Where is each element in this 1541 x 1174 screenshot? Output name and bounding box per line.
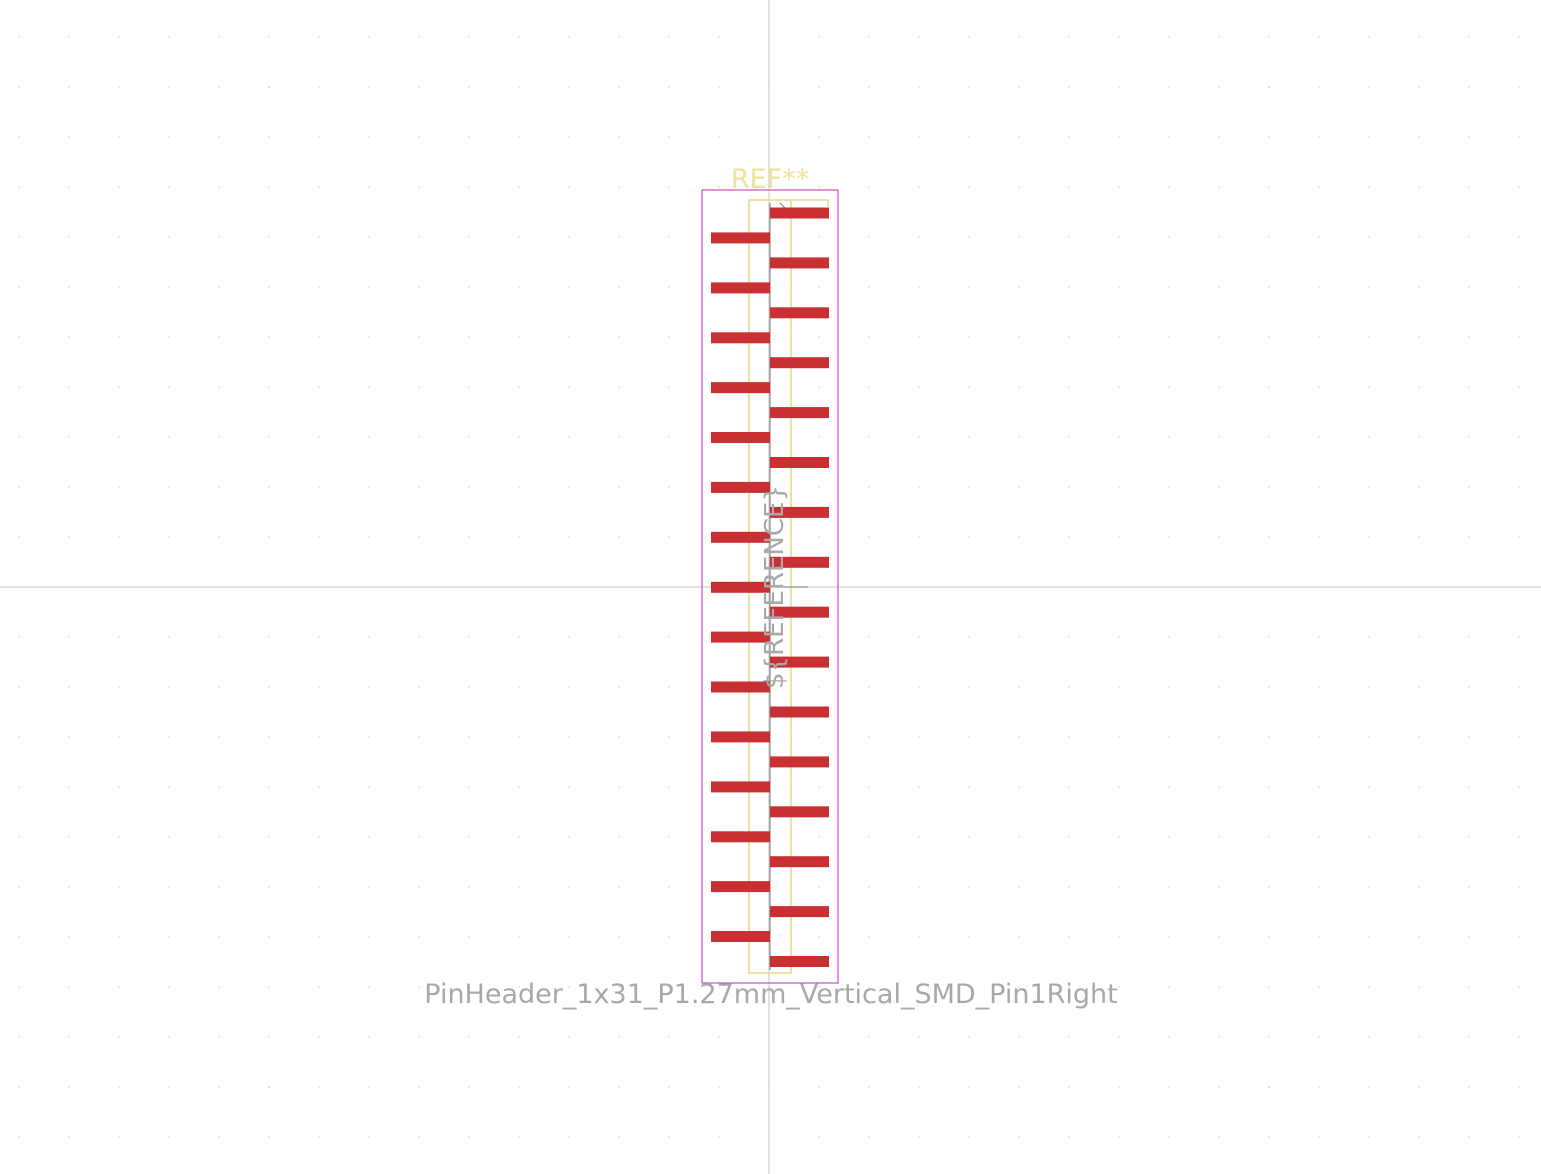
pad-8[interactable] [711, 382, 770, 394]
pad-31[interactable] [770, 956, 829, 967]
pad-28[interactable] [711, 881, 770, 893]
pad-3[interactable] [770, 257, 829, 269]
pad-24[interactable] [711, 781, 770, 793]
pad-12[interactable] [711, 481, 770, 493]
silkscreen-outline [748, 199, 792, 974]
silkscreen-pin1-marker [791, 199, 829, 206]
pad-15[interactable] [770, 556, 829, 568]
pad-25[interactable] [770, 806, 829, 818]
reference-silk-label[interactable]: REF** [731, 164, 809, 195]
pad-4[interactable] [711, 282, 770, 294]
pad-7[interactable] [770, 357, 829, 369]
pad-18[interactable] [711, 631, 770, 643]
pad-30[interactable] [711, 931, 770, 942]
pad-13[interactable] [770, 506, 829, 518]
pad-2[interactable] [711, 232, 770, 244]
pad-14[interactable] [711, 531, 770, 543]
pad-29[interactable] [770, 906, 829, 918]
pads-group [711, 207, 829, 967]
pad-23[interactable] [770, 756, 829, 768]
reference-fab-label[interactable]: ${REFERENCE} [760, 485, 790, 689]
pad-19[interactable] [770, 656, 829, 668]
footprint-value-label[interactable]: PinHeader_1x31_P1.27mm_Vertical_SMD_Pin1… [424, 979, 1118, 1010]
pad-1[interactable] [770, 207, 829, 219]
pad-21[interactable] [770, 706, 829, 718]
pad-20[interactable] [711, 681, 770, 693]
pad-27[interactable] [770, 856, 829, 868]
pad-11[interactable] [770, 457, 829, 468]
pad-16[interactable] [711, 581, 770, 593]
pad-10[interactable] [711, 432, 770, 443]
pad-26[interactable] [711, 831, 770, 843]
pad-6[interactable] [711, 332, 770, 344]
pad-22[interactable] [711, 731, 770, 743]
pad-17[interactable] [770, 606, 829, 618]
courtyard-outline [701, 189, 839, 984]
pad-9[interactable] [770, 407, 829, 419]
pad-5[interactable] [770, 307, 829, 319]
